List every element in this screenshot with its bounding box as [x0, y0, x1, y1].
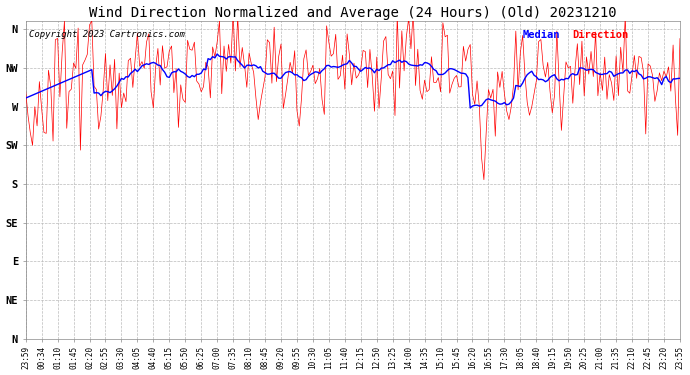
- Text: Median: Median: [523, 30, 560, 40]
- Text: Copyright 2023 Cartronics.com: Copyright 2023 Cartronics.com: [29, 30, 185, 39]
- Text: Direction: Direction: [572, 30, 628, 40]
- Title: Wind Direction Normalized and Average (24 Hours) (Old) 20231210: Wind Direction Normalized and Average (2…: [89, 6, 617, 20]
